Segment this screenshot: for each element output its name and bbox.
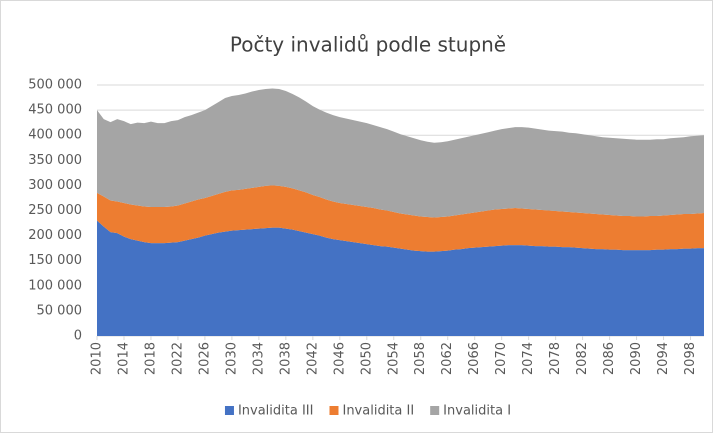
x-tick-label: 2070	[494, 342, 509, 375]
x-tick-label: 2090	[629, 342, 644, 375]
x-tick-label: 2026	[197, 342, 212, 375]
x-tick-label: 2014	[116, 342, 131, 375]
area	[97, 88, 704, 218]
y-tick-label: 250 000	[28, 203, 82, 218]
legend-label: Invalidita I	[443, 404, 511, 419]
y-tick-label: 300 000	[28, 178, 82, 193]
x-tick-label: 2050	[359, 342, 374, 375]
legend-label: Invalidita III	[238, 404, 314, 419]
y-tick-label: 500 000	[28, 78, 82, 93]
x-tick-label: 2046	[332, 342, 347, 375]
x-tick-label: 2098	[683, 342, 698, 375]
y-tick-label: 100 000	[28, 278, 82, 293]
x-tick-label: 2058	[413, 342, 428, 375]
x-tick-label: 2038	[278, 342, 293, 375]
x-tick-label: 2066	[467, 342, 482, 375]
area	[97, 220, 704, 336]
y-tick-label: 0	[74, 329, 82, 344]
x-tick-label: 2034	[251, 342, 266, 375]
y-tick-label: 200 000	[28, 228, 82, 243]
y-tick-label: 150 000	[28, 253, 82, 268]
legend-swatch	[430, 406, 440, 415]
x-tick-label: 2010	[90, 342, 105, 375]
x-tick-label: 2042	[305, 342, 320, 375]
chart-title: Počty invalidů podle stupně	[230, 33, 506, 57]
y-tick-label: 450 000	[28, 103, 82, 118]
legend-swatch	[329, 406, 339, 415]
x-tick-label: 2054	[386, 342, 401, 375]
x-tick-label: 2022	[170, 342, 185, 375]
legend-swatch	[224, 406, 234, 415]
x-tick-label: 2030	[224, 342, 239, 375]
x-tick-label: 2018	[143, 342, 158, 375]
y-tick-label: 50 000	[37, 303, 83, 318]
x-tick-label: 2074	[521, 342, 536, 375]
x-tick-label: 2078	[548, 342, 563, 375]
legend-label: Invalidita II	[342, 404, 414, 419]
x-tick-label: 2062	[440, 342, 455, 375]
area	[97, 185, 704, 252]
x-tick-label: 2086	[602, 342, 617, 375]
x-tick-label: 2082	[575, 342, 590, 375]
y-tick-label: 350 000	[28, 153, 82, 168]
y-tick-label: 400 000	[28, 128, 82, 143]
x-tick-label: 2094	[656, 342, 671, 375]
